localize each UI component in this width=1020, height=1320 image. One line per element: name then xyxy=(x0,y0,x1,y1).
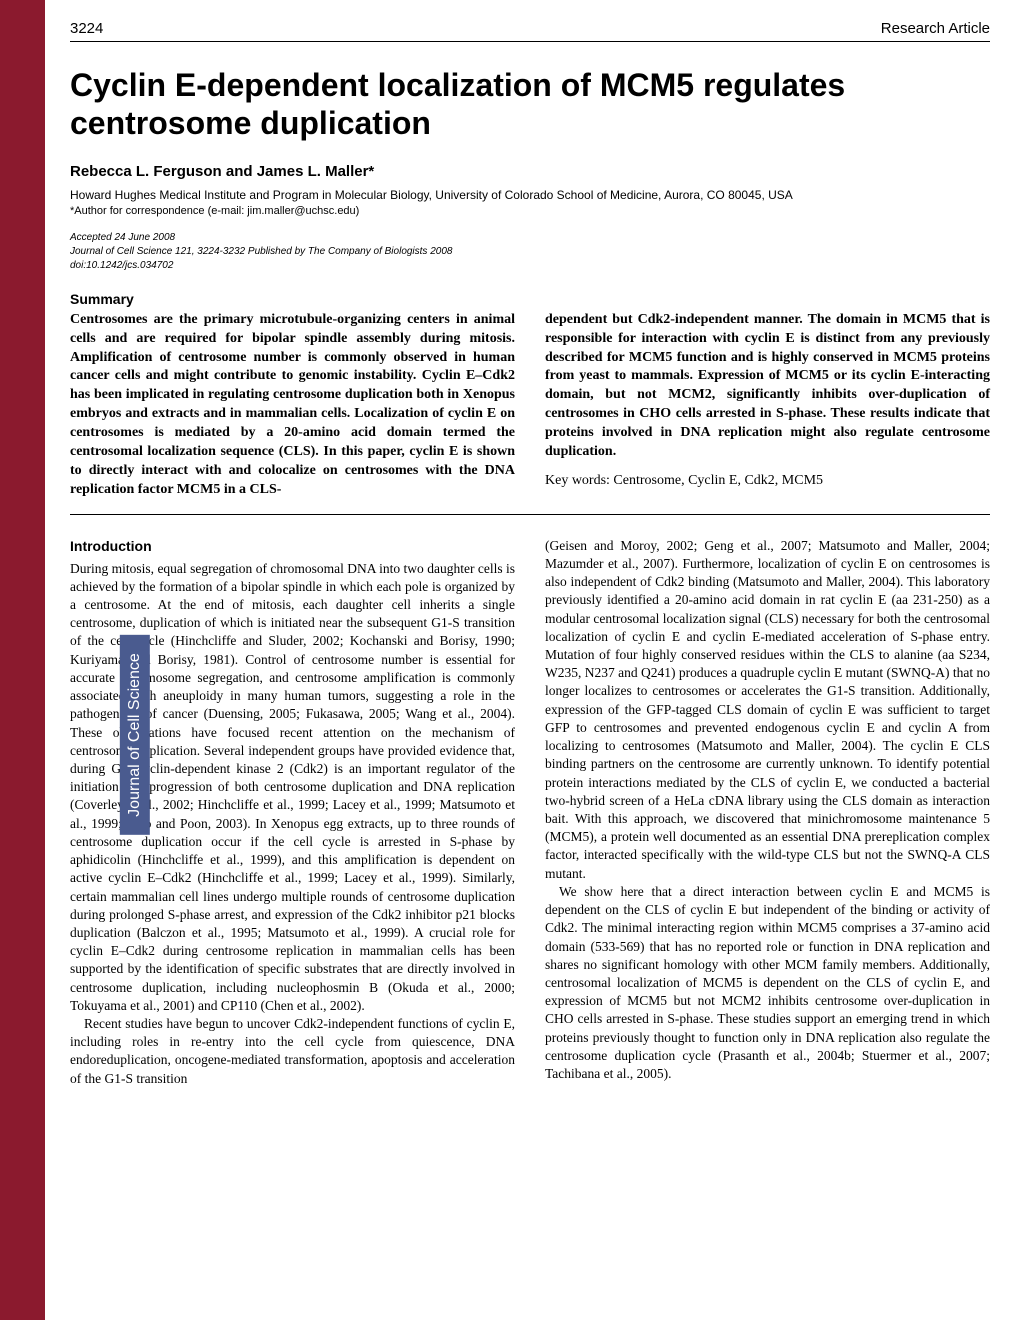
summary-right-column: dependent but Cdk2-independent manner. T… xyxy=(545,311,990,500)
header-row: 3224 Research Article xyxy=(70,20,990,42)
page-number: 3224 xyxy=(70,20,103,37)
affiliation: Howard Hughes Medical Institute and Prog… xyxy=(70,188,990,202)
intro-left-p2: Recent studies have begun to uncover Cdk… xyxy=(70,1015,515,1088)
summary-left-text: Centrosomes are the primary microtubule-… xyxy=(70,312,515,497)
body-right-column: (Geisen and Moroy, 2002; Geng et al., 20… xyxy=(545,537,990,1088)
journal-side-label: Journal of Cell Science xyxy=(120,635,150,835)
keywords: Key words: Centrosome, Cyclin E, Cdk2, M… xyxy=(545,472,990,491)
citation: Journal of Cell Science 121, 3224-3232 P… xyxy=(70,245,990,259)
accepted-date: Accepted 24 June 2008 xyxy=(70,231,990,245)
intro-right-p2: We show here that a direct interaction b… xyxy=(545,883,990,1083)
summary-left-column: Centrosomes are the primary microtubule-… xyxy=(70,311,515,500)
summary-section: Centrosomes are the primary microtubule-… xyxy=(70,311,990,515)
correspondence: *Author for correspondence (e-mail: jim.… xyxy=(70,205,990,217)
content-area: Journal of Cell Science 3224 Research Ar… xyxy=(45,0,1020,1320)
page-container: Journal of Cell Science 3224 Research Ar… xyxy=(0,0,1020,1320)
authors: Rebecca L. Ferguson and James L. Maller* xyxy=(70,163,990,180)
article-type: Research Article xyxy=(881,20,990,37)
article-title: Cyclin E-dependent localization of MCM5 … xyxy=(70,66,990,143)
intro-right-p1: (Geisen and Moroy, 2002; Geng et al., 20… xyxy=(545,537,990,883)
summary-heading: Summary xyxy=(70,291,990,307)
summary-right-text: dependent but Cdk2-independent manner. T… xyxy=(545,312,990,459)
journal-left-bar xyxy=(0,0,45,1320)
doi: doi:10.1242/jcs.034702 xyxy=(70,259,990,273)
body-section: Introduction During mitosis, equal segre… xyxy=(70,537,990,1088)
introduction-heading: Introduction xyxy=(70,537,515,556)
publication-info: Accepted 24 June 2008 Journal of Cell Sc… xyxy=(70,231,990,273)
